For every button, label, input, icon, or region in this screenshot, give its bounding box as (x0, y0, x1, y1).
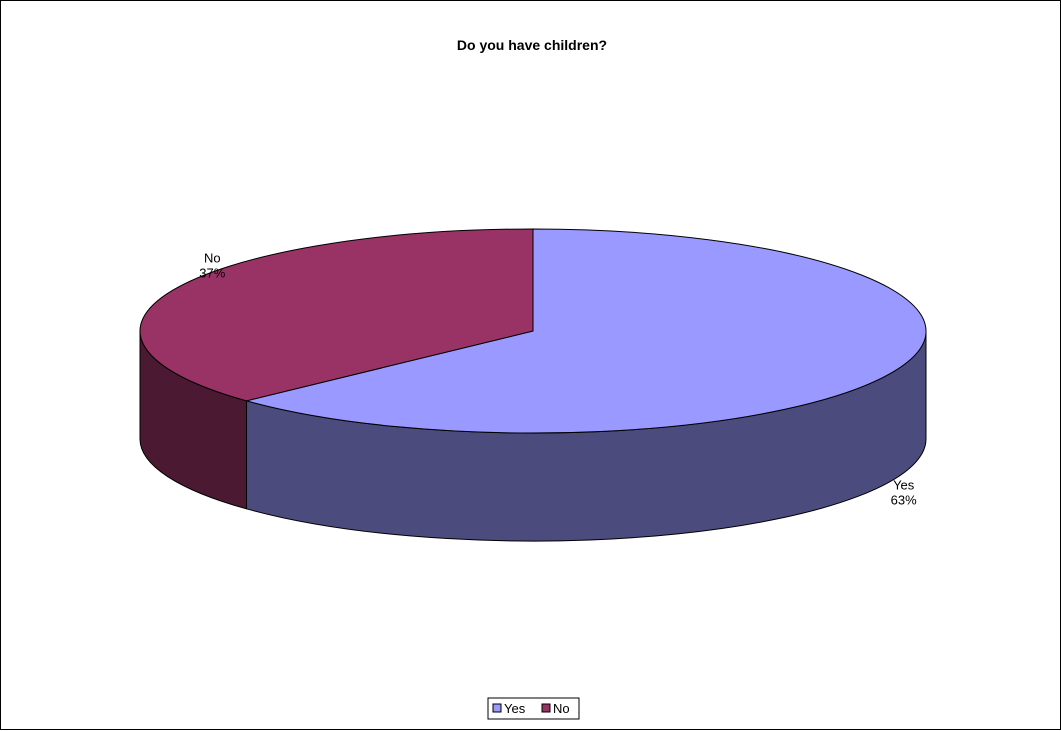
pie-slice-yes (244, 228, 927, 434)
pie-slice-no (139, 228, 534, 402)
chart-title: Do you have children? (457, 37, 607, 53)
legend-swatch-yes (492, 703, 502, 713)
legend-label-yes: Yes (504, 701, 526, 716)
pie-slices (139, 228, 927, 542)
legend: Yes No (487, 697, 580, 720)
legend-border (487, 697, 580, 720)
data-label-name-no: No (204, 250, 221, 265)
legend-label-no: No (553, 701, 570, 716)
data-label-percent-yes: 63% (891, 493, 917, 508)
data-label-name-yes: Yes (893, 478, 915, 493)
legend-swatch-no (541, 703, 551, 713)
data-label-percent-no: 37% (199, 265, 225, 280)
